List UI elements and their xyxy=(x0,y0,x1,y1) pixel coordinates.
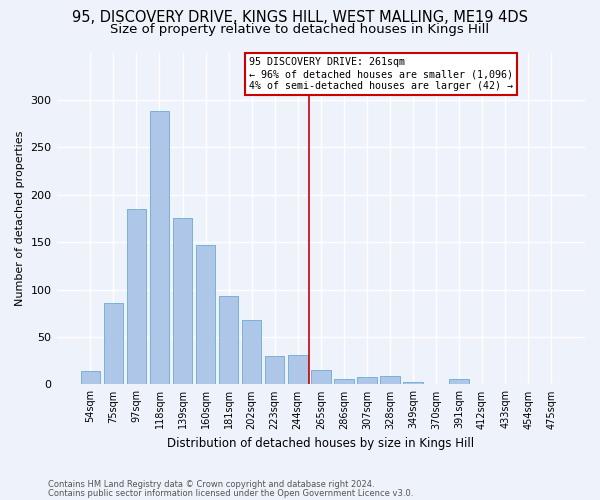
Bar xyxy=(127,209,146,384)
Text: Size of property relative to detached houses in Kings Hill: Size of property relative to detached ho… xyxy=(110,22,490,36)
Bar xyxy=(196,245,215,384)
Y-axis label: Number of detached properties: Number of detached properties xyxy=(15,131,25,306)
Text: 95, DISCOVERY DRIVE, KINGS HILL, WEST MALLING, ME19 4DS: 95, DISCOVERY DRIVE, KINGS HILL, WEST MA… xyxy=(72,10,528,25)
X-axis label: Distribution of detached houses by size in Kings Hill: Distribution of detached houses by size … xyxy=(167,437,475,450)
Text: 95 DISCOVERY DRIVE: 261sqm
← 96% of detached houses are smaller (1,096)
4% of se: 95 DISCOVERY DRIVE: 261sqm ← 96% of deta… xyxy=(250,58,514,90)
Bar xyxy=(449,378,469,384)
Bar xyxy=(242,320,262,384)
Bar xyxy=(311,370,331,384)
Bar xyxy=(357,377,377,384)
Bar xyxy=(219,296,238,384)
Bar xyxy=(149,112,169,384)
Bar xyxy=(173,218,193,384)
Bar xyxy=(80,371,100,384)
Bar xyxy=(380,376,400,384)
Bar xyxy=(104,303,123,384)
Bar xyxy=(288,355,308,384)
Bar xyxy=(403,382,423,384)
Text: Contains public sector information licensed under the Open Government Licence v3: Contains public sector information licen… xyxy=(48,489,413,498)
Bar xyxy=(265,356,284,384)
Bar xyxy=(334,378,353,384)
Text: Contains HM Land Registry data © Crown copyright and database right 2024.: Contains HM Land Registry data © Crown c… xyxy=(48,480,374,489)
